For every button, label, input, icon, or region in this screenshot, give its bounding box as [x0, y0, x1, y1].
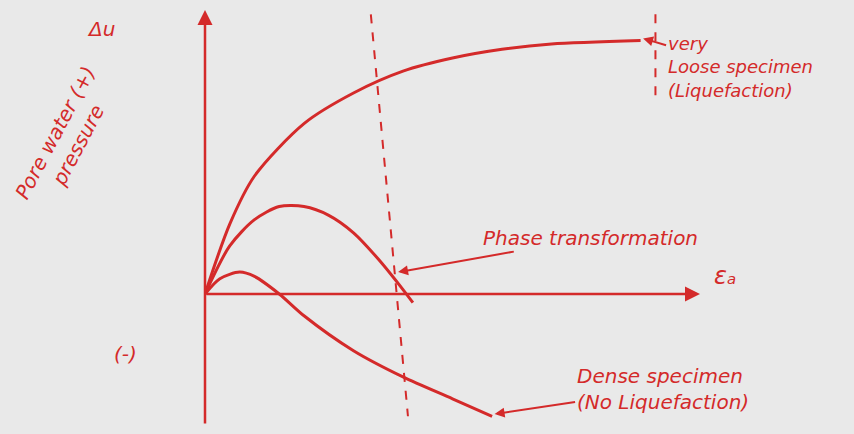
svg-text:Phase transformation: Phase transformation — [483, 226, 698, 250]
svg-text:εₐ: εₐ — [714, 262, 736, 290]
svg-text:veryLoose specimen(Liquefactio: veryLoose specimen(Liquefaction) — [668, 33, 813, 101]
svg-text:Dense specimen(No Liquefaction: Dense specimen(No Liquefaction) — [577, 364, 749, 414]
svg-text:(-): (-) — [114, 342, 137, 366]
svg-text:Δu: Δu — [87, 17, 115, 41]
svg-text:Pore water (+)pressure: Pore water (+)pressure — [10, 62, 123, 215]
